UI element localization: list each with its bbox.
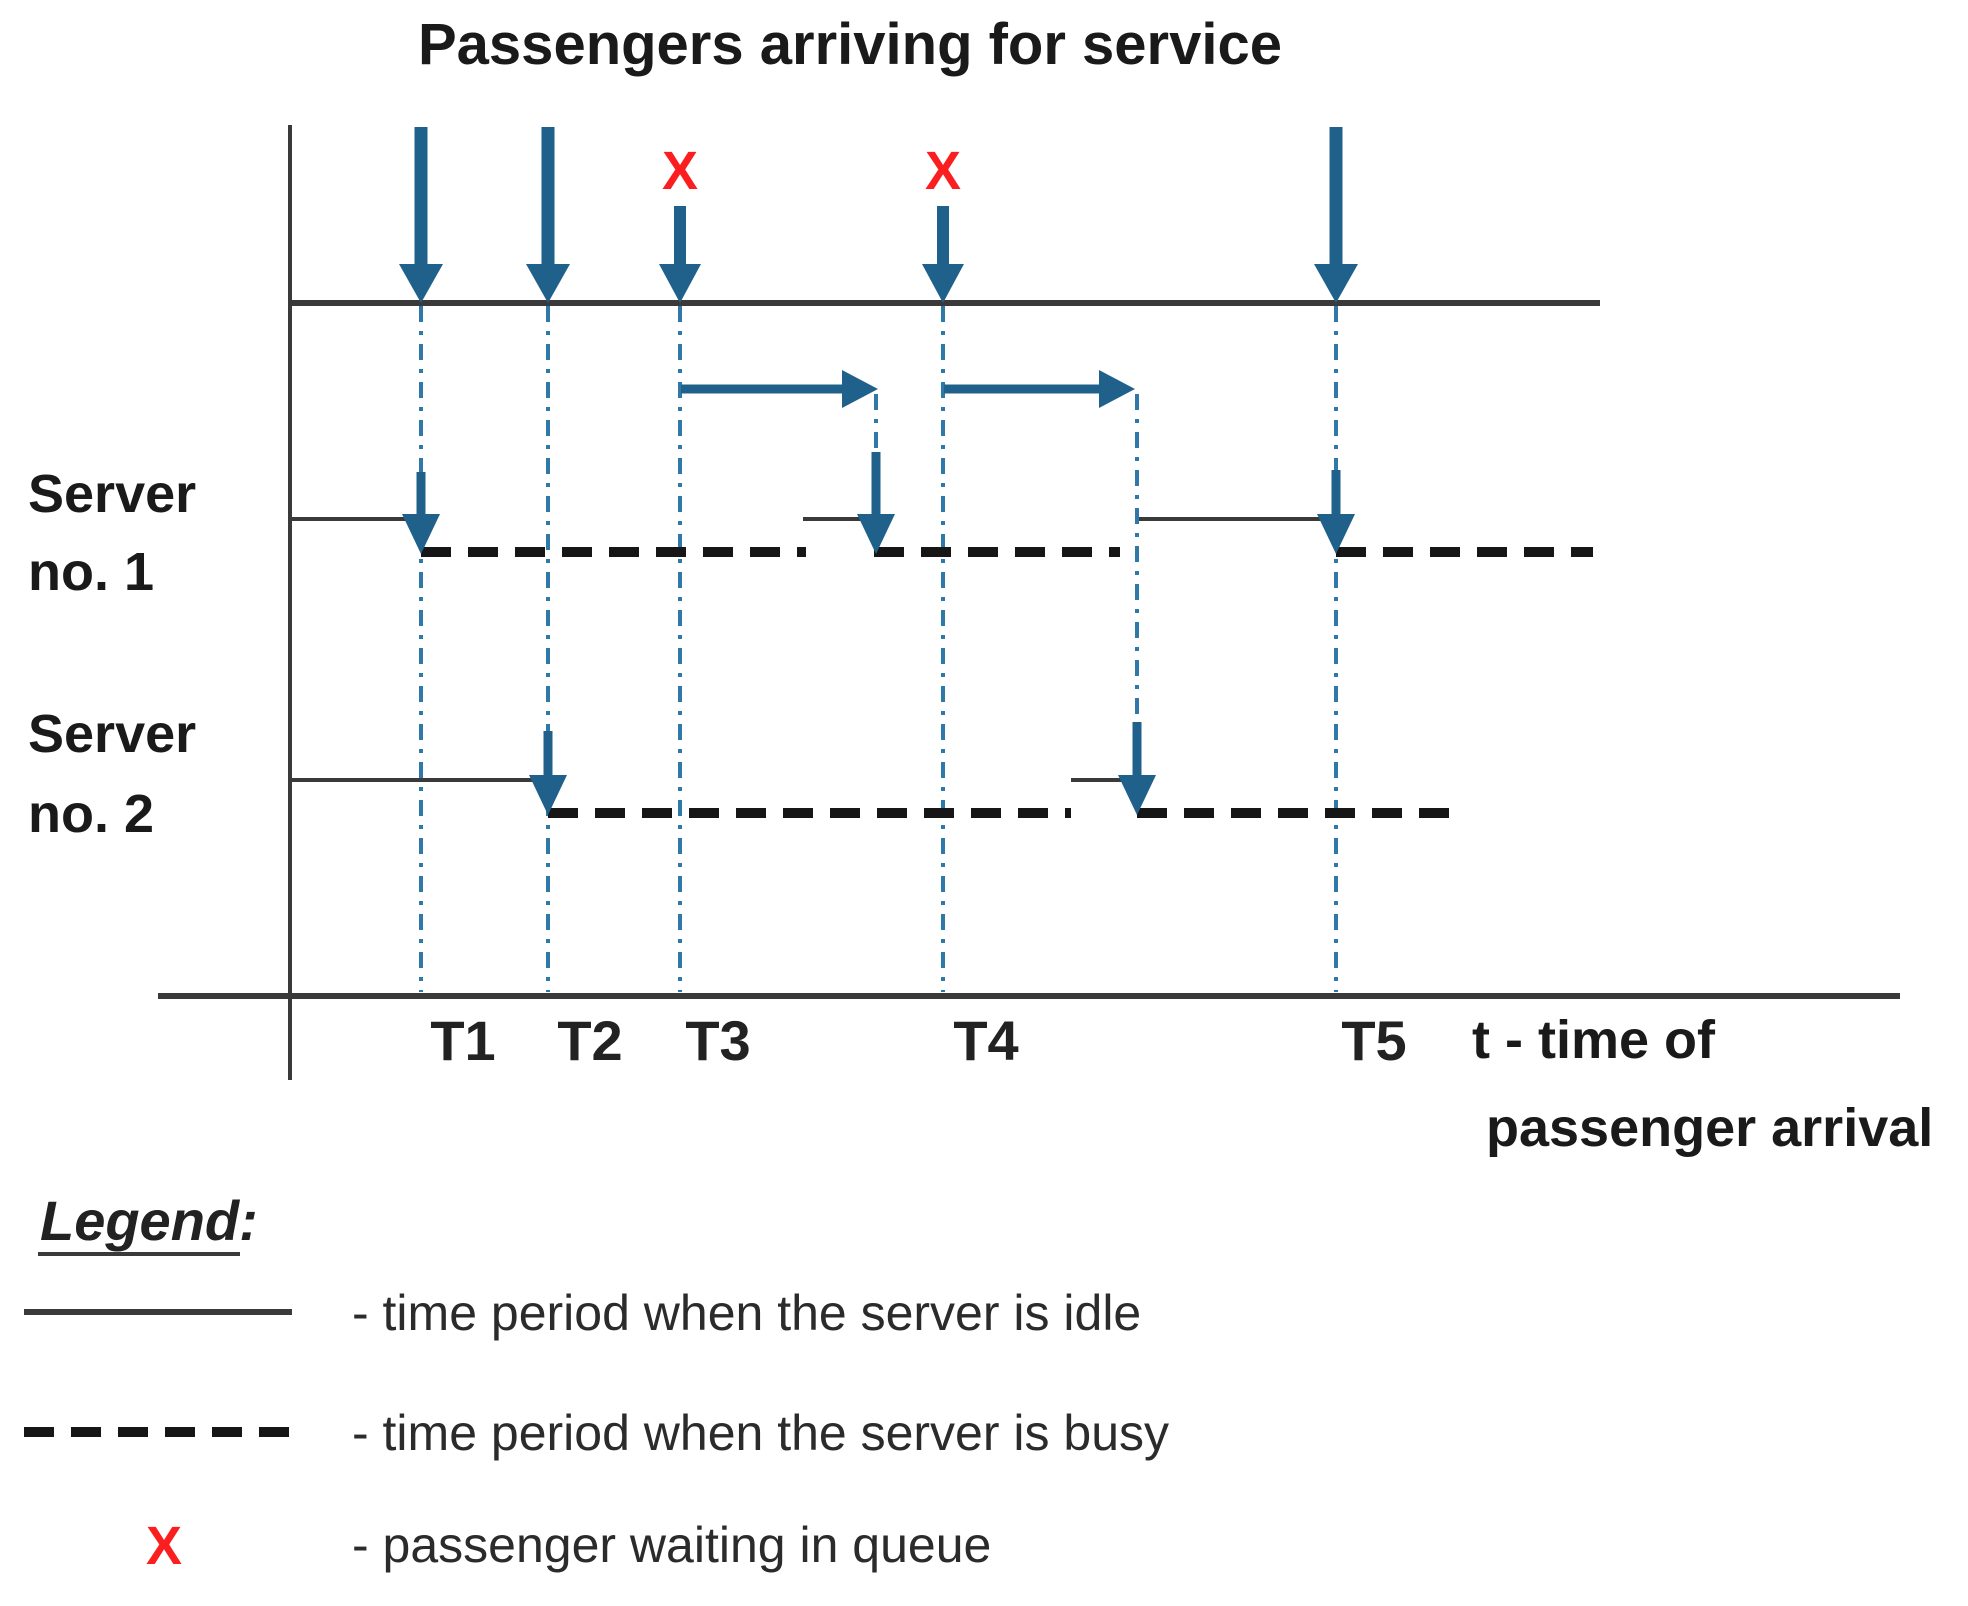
legend-item-queue-label: - passenger waiting in queue [352,1517,991,1573]
arrival-arrow-t3-icon [659,206,701,303]
service-start-arrow-server1-t1-icon [402,472,440,554]
diagram-title: Passengers arriving for service [418,12,1282,77]
server2-row: Server no. 2 [28,394,1463,844]
time-guides [419,306,1338,992]
arrival-arrow-t2-icon [526,127,570,303]
axis-caption-line1: t - time of [1472,1010,1716,1070]
time-label-t3: T3 [685,1009,750,1072]
arrival-arrow-t1-icon [399,127,443,303]
service-start-arrow-server2-queued-icon [1118,394,1156,815]
server1-row: Server no. 1 [28,394,1593,602]
service-start-arrow-server1-queued-icon [857,394,895,554]
server2-label-line1: Server [28,704,196,764]
red-x-icon: X [146,1516,182,1576]
legend-item-idle-label: - time period when the server is idle [352,1285,1141,1341]
legend-item-busy-label: - time period when the server is busy [352,1405,1169,1461]
time-label-t1: T1 [430,1009,495,1072]
time-label-t5: T5 [1341,1009,1406,1072]
waiting-arrow-t3-icon [681,370,878,408]
arrival-arrow-t4-icon [922,206,964,303]
server2-label-line2: no. 2 [28,784,154,844]
time-label-t4: T4 [953,1009,1018,1072]
arrival-arrow-t5-icon [1314,127,1358,303]
axes [158,125,1900,1080]
service-start-arrow-server2-t2-icon [529,731,567,815]
legend-heading: Legend: [40,1189,258,1252]
legend-item-queue: X - passenger waiting in queue [146,1516,991,1576]
legend-item-busy: - time period when the server is busy [24,1405,1169,1461]
time-axis-labels: T1 T2 T3 T4 T5 t - time of passenger arr… [430,1009,1933,1158]
axis-caption-line2: passenger arrival [1486,1098,1933,1158]
legend: Legend: - time period when the server is… [24,1189,1169,1576]
waiting-arrow-t4-icon [944,370,1135,408]
arrival-arrows: X X [399,127,1358,303]
time-label-t2: T2 [557,1009,622,1072]
waiting-arrows [681,370,1135,408]
server1-label-line2: no. 1 [28,542,154,602]
queue-wait-marker-t4: X [925,141,961,201]
server1-label-line1: Server [28,464,196,524]
queue-wait-marker-t3: X [662,141,698,201]
service-start-arrow-server1-t5-icon [1317,470,1355,554]
legend-item-idle: - time period when the server is idle [24,1285,1141,1341]
